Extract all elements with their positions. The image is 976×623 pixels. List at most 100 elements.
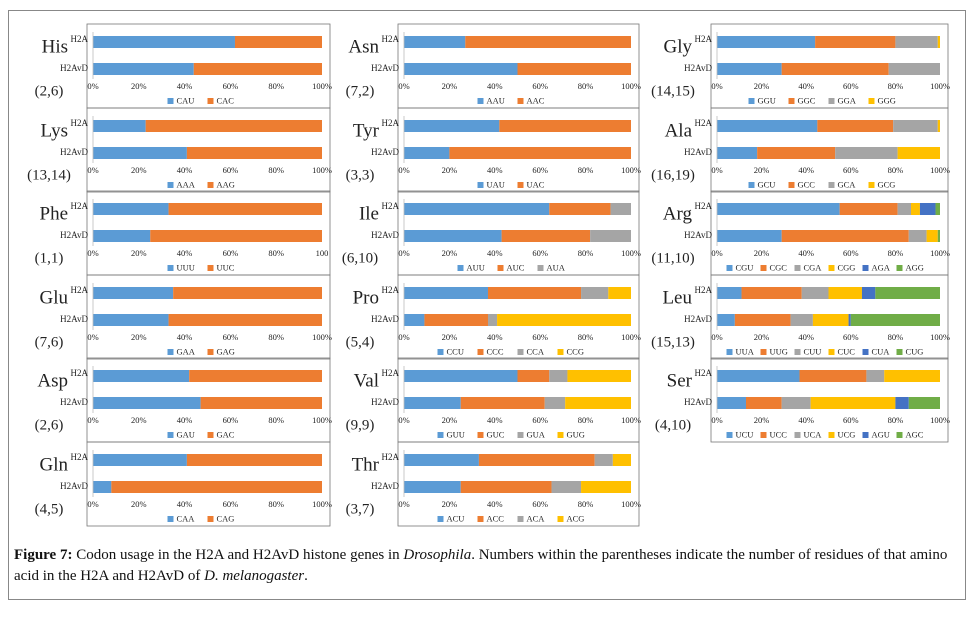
x-tick-label: 80% xyxy=(578,499,594,509)
legend-swatch xyxy=(167,516,174,522)
legend-swatch xyxy=(748,98,755,104)
legend-label: AAC xyxy=(527,95,545,105)
x-tick-label: 60% xyxy=(532,165,548,175)
x-tick-label: 0% xyxy=(87,81,98,91)
x-tick-label: 80% xyxy=(268,248,284,258)
legend-swatch xyxy=(207,432,214,438)
bar-segment xyxy=(93,314,169,326)
category-label: H2A xyxy=(382,34,400,44)
panel-box xyxy=(710,274,949,360)
bar-segment xyxy=(93,454,187,466)
x-tick-label: 60% xyxy=(532,332,548,342)
bar-segment xyxy=(839,203,898,215)
category-label: H2A xyxy=(382,118,400,128)
x-tick-label: 40% xyxy=(487,415,503,425)
x-tick-label: 40% xyxy=(487,81,503,91)
legend-label: UCC xyxy=(770,429,788,439)
panel-box xyxy=(397,441,640,527)
legend-label: GUA xyxy=(527,429,546,439)
x-tick-label: 80% xyxy=(888,332,904,342)
legend-swatch xyxy=(517,432,524,438)
panel-title: Gln xyxy=(40,454,69,475)
legend-swatch xyxy=(868,182,875,188)
legend-label: AGU xyxy=(872,429,890,439)
x-tick-label: 60% xyxy=(843,248,859,258)
bar-segment xyxy=(861,287,876,299)
x-tick-label: 0% xyxy=(398,499,409,509)
bar-segment xyxy=(565,397,631,409)
legend-swatch xyxy=(167,182,174,188)
panel-title: Glu xyxy=(40,287,69,308)
caption-text: Codon usage in the H2A and H2AvD histone… xyxy=(72,547,404,563)
bar-segment xyxy=(145,120,322,132)
x-tick-label: 0% xyxy=(398,415,409,425)
category-label: H2AvD xyxy=(60,481,88,491)
legend-swatch xyxy=(726,265,733,271)
category-label: H2AvD xyxy=(684,314,712,324)
legend-label: GUU xyxy=(447,429,465,439)
legend-label: UCG xyxy=(838,429,856,439)
category-label: H2A xyxy=(71,368,89,378)
x-tick-label: 40% xyxy=(798,415,814,425)
bar-segment xyxy=(717,147,758,159)
bar-segment xyxy=(168,314,322,326)
x-tick-label: 0% xyxy=(398,81,409,91)
category-label: H2AvD xyxy=(371,481,399,491)
x-tick-label: 0% xyxy=(711,248,722,258)
bar-segment xyxy=(551,481,582,493)
category-label: H2A xyxy=(695,368,713,378)
legend-swatch xyxy=(748,182,755,188)
bar-segment xyxy=(549,203,611,215)
x-tick-label: 20% xyxy=(754,415,770,425)
legend-label: UCU xyxy=(736,429,754,439)
panel-title: Ser xyxy=(667,370,693,391)
bar-segment xyxy=(478,454,595,466)
bar-segment xyxy=(717,397,746,409)
bar-segment xyxy=(897,203,912,215)
panel-box xyxy=(710,357,949,443)
x-tick-label: 100% xyxy=(621,165,641,175)
bar-segment xyxy=(93,203,169,215)
caption-italic: Drosophila xyxy=(403,547,472,563)
bar-segment xyxy=(499,120,631,132)
bar-segment xyxy=(937,230,940,242)
x-tick-label: 0% xyxy=(87,165,98,175)
residue-count: (4,5) xyxy=(35,501,64,517)
legend-label: CGC xyxy=(770,262,788,272)
x-tick-label: 100% xyxy=(930,81,950,91)
panel-title: Ile xyxy=(359,203,379,224)
legend-swatch xyxy=(517,516,524,522)
bar-segment xyxy=(404,370,518,382)
x-tick-label: 100% xyxy=(312,332,332,342)
legend-swatch xyxy=(497,265,504,271)
x-tick-label: 100% xyxy=(621,499,641,509)
legend-swatch xyxy=(517,182,524,188)
residue-count: (13,14) xyxy=(27,167,71,183)
bar-segment xyxy=(884,370,940,382)
bar-segment xyxy=(93,63,194,75)
residue-count: (16,19) xyxy=(651,167,695,183)
residue-count: (3,7) xyxy=(346,501,375,517)
bar-segment xyxy=(866,370,885,382)
x-tick-label: 80% xyxy=(268,415,284,425)
legend-swatch xyxy=(557,516,564,522)
legend-swatch xyxy=(862,432,869,438)
x-tick-label: 0% xyxy=(398,332,409,342)
bar-segment xyxy=(173,287,322,299)
bar-segment xyxy=(757,147,836,159)
legend-swatch xyxy=(760,349,767,355)
bar-segment xyxy=(465,36,631,48)
bar-segment xyxy=(817,120,894,132)
x-tick-label: 100% xyxy=(312,415,332,425)
bar-segment xyxy=(926,230,938,242)
category-label: H2A xyxy=(71,118,89,128)
legend-swatch xyxy=(477,182,484,188)
legend-swatch xyxy=(788,182,795,188)
bar-segment xyxy=(781,230,909,242)
legend-label: GCU xyxy=(758,179,776,189)
category-label: H2A xyxy=(695,201,713,211)
bar-segment xyxy=(404,230,502,242)
legend-label: AUU xyxy=(467,262,485,272)
bar-segment xyxy=(908,230,927,242)
x-tick-label: 60% xyxy=(223,165,239,175)
